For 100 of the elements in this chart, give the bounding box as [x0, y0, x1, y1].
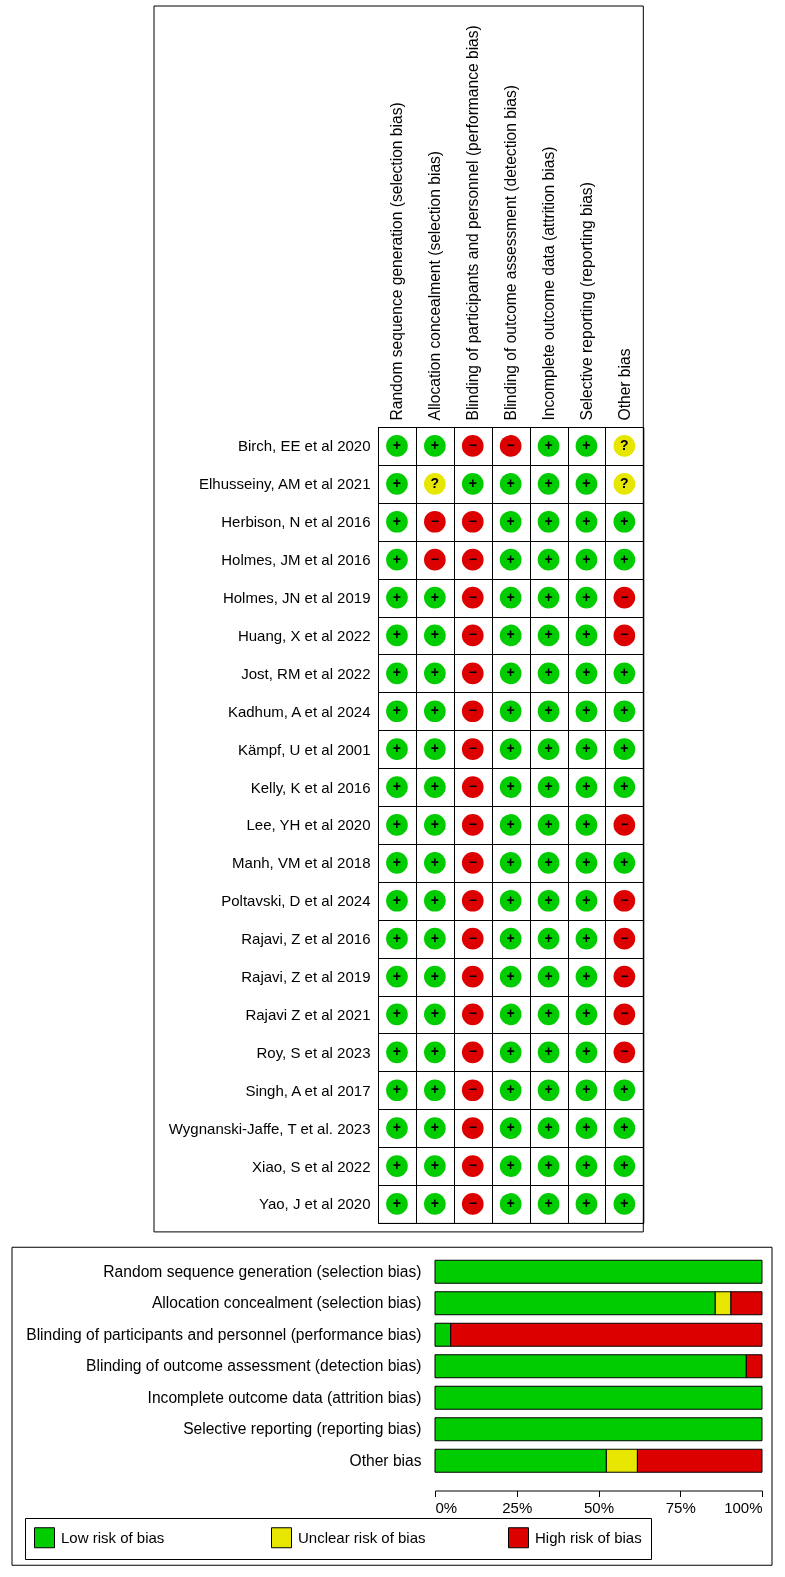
- y-tick-label: Kelly, K et al 2016: [250, 778, 371, 796]
- text: +: [392, 891, 402, 908]
- text: +: [392, 1005, 402, 1022]
- text: +: [620, 702, 629, 719]
- text: +: [430, 1081, 439, 1098]
- y-tick-label: Yao, J et al 2020: [259, 1195, 371, 1213]
- text: +: [544, 1081, 553, 1098]
- y-tick-label: Other bias: [349, 1451, 422, 1469]
- y-tick-label: Roy, S et al 2023: [256, 1043, 371, 1061]
- text: +: [544, 929, 553, 946]
- text: −: [620, 967, 629, 984]
- text: +: [430, 1194, 439, 1211]
- text: +: [582, 1157, 591, 1174]
- text: +: [506, 929, 515, 946]
- text: +: [544, 512, 553, 529]
- x-tick-label: Other bias: [615, 348, 633, 421]
- text: +: [430, 1005, 439, 1022]
- text: −: [620, 1005, 629, 1022]
- text: +: [544, 626, 553, 643]
- text: +: [582, 1081, 591, 1098]
- text: +: [544, 778, 553, 795]
- text: +: [582, 436, 591, 453]
- text: +: [392, 740, 402, 757]
- text: +: [582, 853, 591, 870]
- x-tick-label: 50%: [583, 1499, 615, 1516]
- text: −: [468, 891, 477, 908]
- text: +: [620, 1157, 629, 1174]
- text: +: [620, 512, 629, 529]
- text: ?: [620, 436, 629, 453]
- text: +: [506, 967, 515, 984]
- text: +: [430, 1119, 439, 1136]
- text: +: [582, 1194, 591, 1211]
- text: +: [582, 929, 591, 946]
- text: +: [506, 1081, 515, 1098]
- text: −: [468, 967, 477, 984]
- text: −: [620, 929, 629, 946]
- y-tick-label: Blinding of outcome assessment (detection bias): [86, 1357, 422, 1375]
- text: +: [506, 891, 515, 908]
- y-tick-label: Manh, VM et al 2018: [232, 854, 371, 872]
- text: −: [468, 1005, 477, 1022]
- y-tick-label: Jost, RM et al 2022: [241, 664, 371, 682]
- text: +: [392, 588, 402, 605]
- text: −: [468, 512, 477, 529]
- text: +: [582, 967, 591, 984]
- text: ?: [430, 474, 440, 491]
- text: −: [468, 436, 477, 453]
- text: +: [506, 474, 515, 491]
- y-tick-label: Random sequence generation (selection bias): [103, 1262, 422, 1280]
- text: +: [430, 853, 439, 870]
- text: +: [506, 1157, 515, 1174]
- text: +: [392, 1157, 402, 1174]
- text: −: [506, 436, 515, 453]
- text: +: [544, 702, 553, 719]
- y-tick-label: Incomplete outcome data (attrition bias): [147, 1388, 422, 1406]
- text: +: [506, 702, 515, 719]
- y-tick-label: Kadhum, A et al 2024: [227, 702, 371, 720]
- x-tick-label: Selective reporting (reporting bias): [577, 182, 595, 421]
- text: +: [582, 664, 591, 681]
- text: −: [620, 815, 629, 832]
- text: +: [506, 853, 515, 870]
- text: +: [392, 929, 402, 946]
- text: +: [544, 436, 553, 453]
- text: −: [468, 815, 477, 832]
- legend-label: Unclear risk of bias: [298, 1528, 426, 1546]
- text: +: [430, 778, 439, 795]
- text: +: [392, 1119, 402, 1136]
- text: +: [544, 474, 553, 491]
- text: +: [582, 588, 591, 605]
- text: +: [430, 815, 439, 832]
- y-tick-label: Rajavi, Z et al 2019: [241, 968, 371, 986]
- x-tick-label: 100%: [724, 1499, 763, 1516]
- y-tick-label: Lee, YH et al 2020: [246, 816, 371, 834]
- text: +: [430, 929, 439, 946]
- text: −: [620, 891, 629, 908]
- text: +: [430, 967, 439, 984]
- text: +: [620, 740, 629, 757]
- text: +: [544, 664, 553, 681]
- text: +: [544, 1119, 553, 1136]
- y-tick-label: Blinding of participants and personnel (performance bias): [26, 1325, 422, 1343]
- text: −: [620, 588, 629, 605]
- x-tick-label: 25%: [502, 1499, 533, 1516]
- text: ?: [620, 474, 629, 491]
- text: −: [468, 1157, 477, 1174]
- text: +: [430, 664, 439, 681]
- text: −: [468, 702, 477, 719]
- text: +: [544, 1043, 553, 1060]
- text: +: [582, 740, 591, 757]
- text: +: [392, 815, 402, 832]
- y-tick-label: Holmes, JM et al 2016: [221, 551, 371, 569]
- text: −: [468, 778, 477, 795]
- text: +: [582, 626, 591, 643]
- text: +: [582, 778, 591, 795]
- text: +: [392, 1194, 402, 1211]
- text: +: [392, 702, 402, 719]
- text: −: [468, 1119, 477, 1136]
- text: −: [620, 1043, 629, 1060]
- text: +: [620, 1081, 629, 1098]
- text: −: [468, 1081, 477, 1098]
- text: +: [506, 626, 515, 643]
- text: +: [506, 512, 515, 529]
